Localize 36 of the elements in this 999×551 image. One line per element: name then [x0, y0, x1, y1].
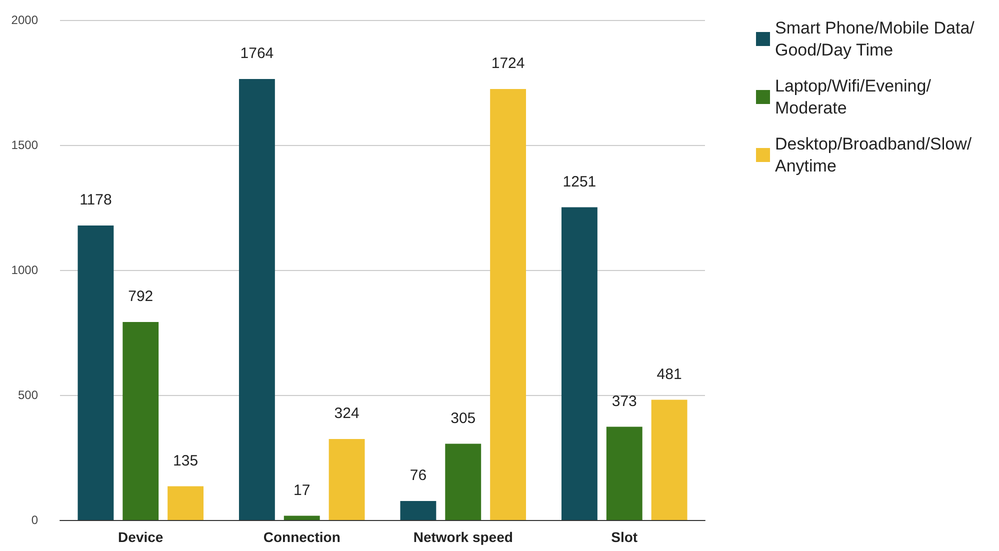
data-label: 792 [128, 288, 154, 305]
y-tick-label: 2000 [11, 13, 38, 27]
data-label: 1724 [491, 55, 525, 72]
bar [606, 426, 642, 520]
data-label: 135 [173, 452, 198, 470]
bar [328, 439, 365, 520]
bar [78, 226, 114, 520]
data-label: 17 [294, 482, 310, 499]
bar [122, 322, 159, 520]
y-tick-label: 1000 [11, 263, 38, 277]
data-label: 481 [656, 366, 682, 383]
x-tick-label: Connection [263, 529, 340, 545]
legend-label: Desktop/Broadband/Slow/Anytime [775, 134, 972, 176]
data-label: 76 [410, 467, 427, 484]
bar [490, 89, 526, 520]
legend-label: Smart Phone/Mobile Data/Good/Day Time [775, 18, 975, 60]
legend-label: Laptop/Wifi/Evening/Moderate [775, 76, 932, 118]
data-label: 1251 [562, 173, 596, 190]
y-tick-label: 500 [18, 388, 38, 402]
x-tick-label: Device [118, 529, 164, 545]
bar [400, 501, 436, 520]
bar [284, 516, 320, 520]
bar [445, 444, 482, 520]
data-label: 1178 [80, 192, 112, 208]
data-label: 373 [612, 392, 637, 410]
y-tick-label: 1500 [11, 138, 38, 152]
bar [561, 207, 598, 520]
data-label: 1764 [240, 45, 274, 62]
x-tick-label: Slot [611, 529, 638, 545]
y-tick-label: 0 [31, 513, 38, 527]
bar [651, 400, 688, 520]
bar [238, 79, 275, 520]
x-tick-label: Network speed [413, 529, 513, 545]
data-label: 324 [334, 405, 360, 422]
data-label: 305 [450, 410, 476, 427]
bar [168, 486, 204, 520]
